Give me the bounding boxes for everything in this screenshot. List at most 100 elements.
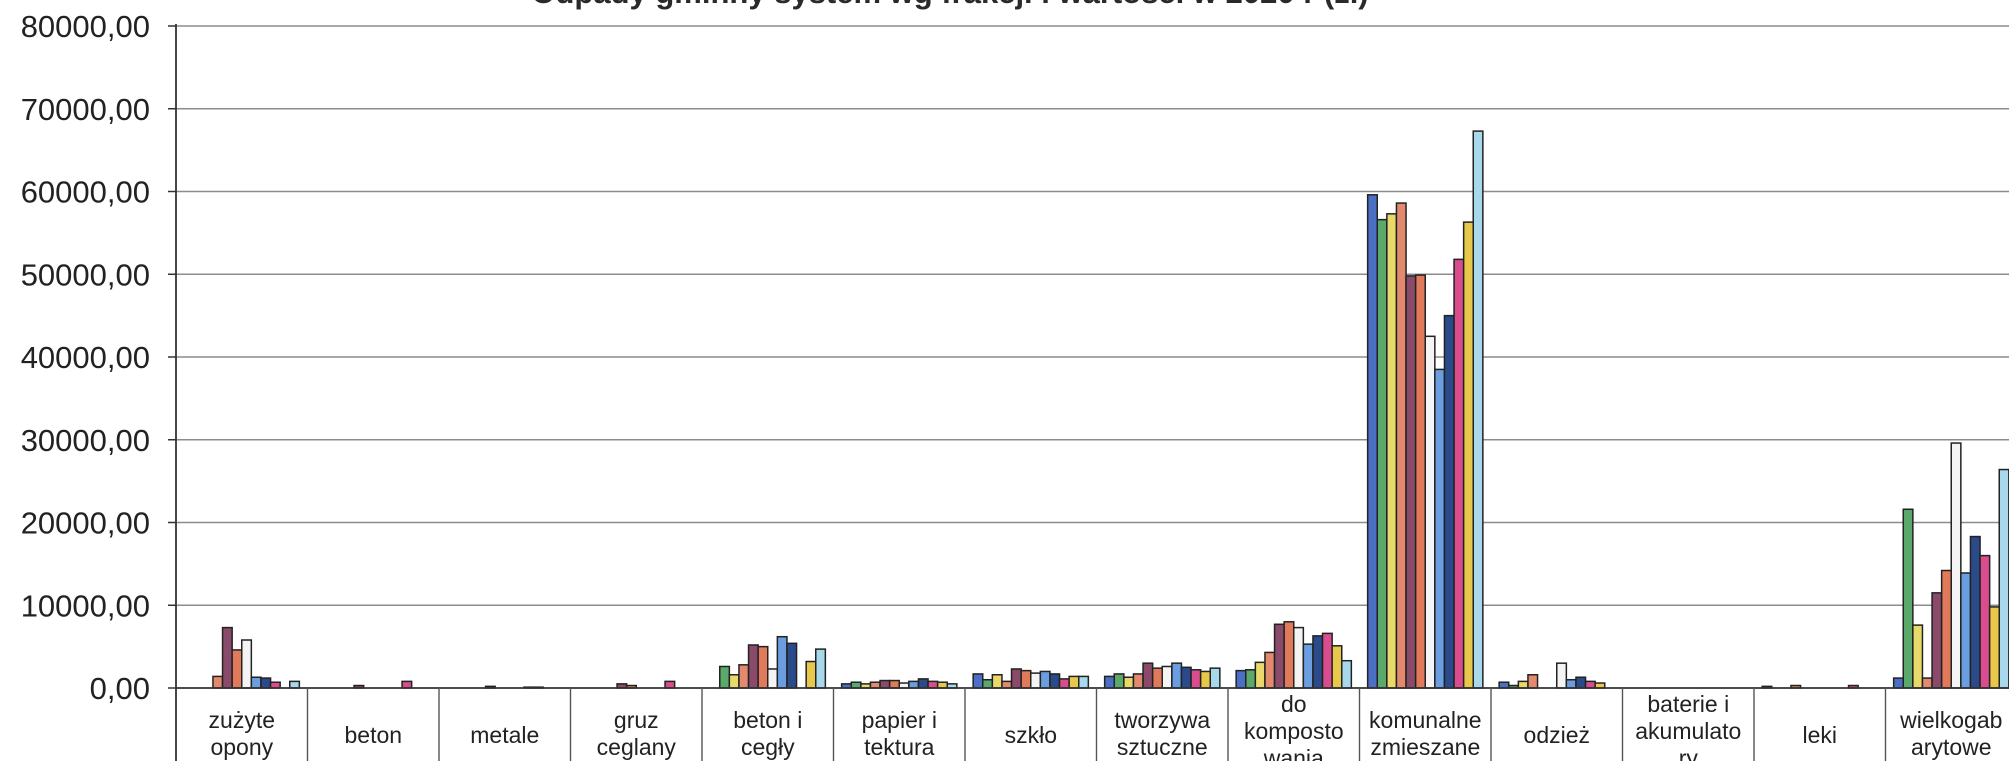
x-tick-label: beton xyxy=(345,722,403,748)
y-tick-label: 80000,00 xyxy=(21,9,150,44)
y-tick-labels: 0,00 10000,00 20000,00 30000,00 40000,00 5000… xyxy=(21,9,150,706)
x-tick-label: zużyte xyxy=(209,707,275,733)
bar xyxy=(747,644,759,689)
bar xyxy=(1020,669,1032,689)
bar xyxy=(1273,623,1285,689)
x-tick-label: metale xyxy=(470,722,539,748)
x-tick-label: szkło xyxy=(1005,722,1057,748)
axes xyxy=(175,24,2009,761)
chart-title: Odpady gminny system wg frakcji i wartoś… xyxy=(531,0,1368,10)
bar xyxy=(972,673,984,689)
y-tick-label: 10000,00 xyxy=(21,588,150,623)
bar xyxy=(719,665,731,689)
y-tick-label: 0,00 xyxy=(90,671,150,706)
bar xyxy=(1254,661,1266,689)
x-tick-label: sztuczne xyxy=(1117,734,1208,760)
bar xyxy=(1199,670,1212,689)
bar xyxy=(1979,554,1991,689)
x-tick-label: beton i xyxy=(733,707,802,733)
x-tick-label: wielkogab xyxy=(1899,707,2002,733)
x-tick-label: leki xyxy=(1803,722,1838,748)
bar xyxy=(805,660,817,689)
bar xyxy=(1039,670,1051,689)
y-tick-label: 40000,00 xyxy=(21,340,150,375)
bar xyxy=(1575,676,1587,689)
bar xyxy=(1931,592,1943,689)
bar xyxy=(728,674,740,689)
bar xyxy=(1302,643,1314,689)
bar xyxy=(1443,314,1455,689)
y-tick-label: 70000,00 xyxy=(21,92,150,127)
x-tick-label: tworzywa xyxy=(1114,707,1210,733)
bar xyxy=(1180,666,1192,689)
bar xyxy=(401,680,413,689)
x-tick-label: opony xyxy=(210,734,273,760)
y-tick-label: 60000,00 xyxy=(21,175,150,210)
bar xyxy=(1151,667,1164,689)
bar xyxy=(1584,680,1596,689)
bar xyxy=(1001,680,1013,689)
bar xyxy=(231,649,243,689)
x-tick-label: zmieszane xyxy=(1370,734,1480,760)
bar xyxy=(1405,275,1417,689)
bar xyxy=(1912,624,1924,689)
bar xyxy=(1030,672,1042,689)
bar xyxy=(786,642,798,689)
x-tick-label: baterie i xyxy=(1647,691,1729,717)
bar xyxy=(1283,621,1295,689)
bar xyxy=(1960,572,1972,689)
bar xyxy=(1161,665,1173,689)
bar xyxy=(1049,673,1061,689)
bar xyxy=(1376,218,1388,689)
bar xyxy=(1341,659,1353,689)
bar xyxy=(776,635,788,689)
bar xyxy=(888,679,901,689)
x-tick-label: akumulato xyxy=(1635,718,1741,744)
x-tick-label: papier i xyxy=(862,707,937,733)
bar xyxy=(250,676,262,689)
bar xyxy=(1209,667,1221,689)
x-tick-label: ry xyxy=(1679,745,1699,761)
bar xyxy=(1321,632,1333,689)
bar xyxy=(879,679,891,689)
bar xyxy=(738,664,750,689)
x-tick-label: arytowe xyxy=(1911,734,1992,760)
bar xyxy=(815,648,827,689)
bar xyxy=(212,675,224,689)
bar xyxy=(221,626,233,689)
bar xyxy=(1142,662,1154,689)
bar xyxy=(1472,130,1484,689)
bar xyxy=(908,680,920,689)
bar xyxy=(757,645,769,689)
bar xyxy=(1556,662,1568,689)
bar xyxy=(1517,680,1529,689)
bar xyxy=(289,680,301,689)
bar xyxy=(1424,335,1436,689)
bar xyxy=(1245,669,1257,689)
x-tick-label: odzież xyxy=(1524,722,1590,748)
y-tick-label: 30000,00 xyxy=(21,423,150,458)
bar xyxy=(1414,274,1427,689)
bar xyxy=(260,677,272,689)
bar xyxy=(1998,468,2009,689)
bar xyxy=(1132,673,1144,689)
bar xyxy=(1386,213,1398,689)
bar xyxy=(1366,194,1379,689)
bar xyxy=(1190,669,1202,689)
x-tick-label: gruz xyxy=(614,707,659,733)
x-tick-label: komunalne xyxy=(1369,707,1482,733)
bar xyxy=(1113,673,1125,689)
x-tick-label: tektura xyxy=(864,734,935,760)
bar xyxy=(1068,675,1080,689)
bar xyxy=(1434,368,1446,689)
bar xyxy=(1453,258,1465,689)
bar xyxy=(1078,675,1090,689)
bar xyxy=(991,674,1003,689)
bar xyxy=(1312,635,1324,689)
bar xyxy=(1988,606,2001,689)
bar xyxy=(1921,677,1933,689)
bar xyxy=(1171,662,1183,689)
